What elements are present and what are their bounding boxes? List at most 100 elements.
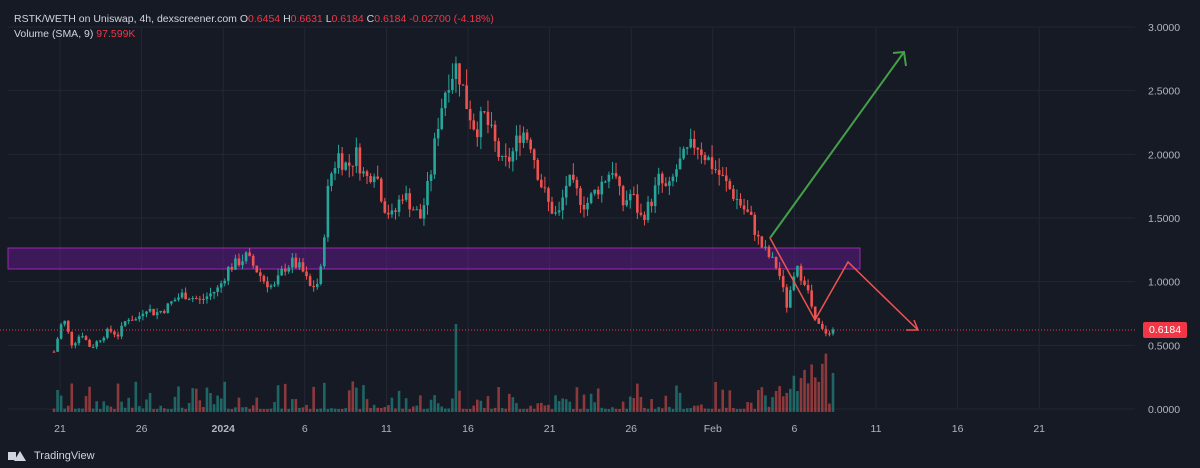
volume-bar bbox=[710, 408, 714, 412]
volume-bar bbox=[735, 409, 739, 412]
candle-body bbox=[205, 296, 209, 300]
candle-body bbox=[294, 257, 298, 268]
candle-body bbox=[362, 171, 365, 174]
volume-bar bbox=[436, 403, 440, 412]
volume-bar bbox=[77, 408, 81, 412]
x-tick-label: 11 bbox=[381, 423, 392, 435]
candle-body bbox=[148, 308, 152, 312]
candle-body bbox=[337, 153, 340, 169]
candle-body bbox=[799, 265, 803, 281]
candle-body bbox=[323, 237, 326, 267]
candle-body bbox=[540, 179, 543, 188]
volume-bar bbox=[579, 408, 582, 412]
volume-bar bbox=[611, 407, 614, 412]
candle-body bbox=[664, 183, 668, 186]
candle-body bbox=[728, 181, 732, 189]
candle-body bbox=[792, 276, 796, 291]
volume-bar bbox=[515, 403, 518, 412]
volume-bar bbox=[212, 404, 216, 412]
change-value: -0.02700 (-4.18%) bbox=[409, 13, 494, 25]
x-tick-label: 26 bbox=[136, 423, 148, 435]
volume-bar bbox=[180, 407, 184, 412]
candle-body bbox=[276, 275, 280, 285]
candle-body bbox=[134, 319, 138, 321]
bearish-path bbox=[769, 237, 920, 331]
volume-bar bbox=[273, 402, 276, 412]
candle-body bbox=[717, 169, 721, 175]
candle-body bbox=[387, 212, 390, 215]
candle-body bbox=[127, 319, 130, 322]
candle-body bbox=[74, 343, 77, 346]
volume-bar bbox=[120, 401, 123, 412]
volume-bar bbox=[52, 408, 56, 412]
volume-bar bbox=[298, 407, 301, 412]
volume-bar bbox=[785, 392, 789, 412]
x-tick-label: 21 bbox=[54, 423, 66, 435]
candle-body bbox=[415, 209, 419, 211]
volume-bar bbox=[223, 381, 227, 412]
volume-bar bbox=[657, 406, 661, 412]
candle-body bbox=[771, 256, 774, 258]
volume-bar bbox=[301, 407, 305, 412]
volume-bar bbox=[607, 409, 611, 412]
candle-body bbox=[344, 162, 347, 170]
candle-body bbox=[657, 173, 661, 186]
candle-body bbox=[774, 256, 778, 268]
volume-bar bbox=[362, 385, 365, 412]
volume-bar bbox=[116, 383, 120, 412]
y-tick-label: 1.0000 bbox=[1148, 277, 1180, 289]
volume-bar bbox=[508, 393, 511, 412]
volume-bar bbox=[383, 407, 387, 412]
candle-body bbox=[561, 197, 564, 211]
candle-body bbox=[653, 185, 657, 207]
candle-body bbox=[753, 214, 757, 235]
candle-body bbox=[550, 201, 554, 214]
volume-bar bbox=[376, 407, 379, 412]
tradingview-brand[interactable]: TradingView bbox=[8, 448, 95, 464]
candle-body bbox=[632, 193, 636, 195]
candle-body bbox=[678, 158, 682, 170]
volume-bar bbox=[536, 403, 540, 412]
volume-bar bbox=[792, 375, 796, 412]
candle-body bbox=[710, 157, 714, 170]
candle-body bbox=[426, 181, 429, 206]
volume-bar bbox=[572, 408, 575, 412]
grid bbox=[8, 26, 1135, 410]
candle-body bbox=[305, 271, 308, 277]
candle-body bbox=[660, 173, 664, 184]
y-tick-label: 0.0000 bbox=[1148, 404, 1180, 416]
candle-body bbox=[764, 246, 767, 248]
volume-bar bbox=[703, 408, 707, 412]
candle-body bbox=[202, 299, 205, 301]
candle-body bbox=[472, 120, 476, 130]
volume-bar bbox=[632, 398, 636, 412]
volume-bar bbox=[742, 408, 746, 412]
candle-body bbox=[554, 212, 557, 214]
volume-bar bbox=[134, 381, 138, 412]
candle-body bbox=[781, 275, 785, 288]
volume-bar bbox=[767, 406, 771, 412]
volume-bar bbox=[401, 408, 404, 412]
volume-bar bbox=[387, 405, 390, 412]
volume-bar bbox=[358, 408, 362, 412]
volume-bar bbox=[532, 408, 536, 412]
time-axis: 21 26 2024 6 11 16 21 26 Feb 6 11 16 21 bbox=[54, 423, 1045, 435]
volume-bar bbox=[650, 399, 653, 412]
candle-body bbox=[479, 111, 483, 138]
candle-body bbox=[810, 290, 813, 307]
volume-bar bbox=[465, 408, 468, 412]
volume-bar bbox=[810, 364, 813, 412]
volume-bar bbox=[458, 390, 461, 412]
volume-bar bbox=[486, 396, 490, 412]
candle-body bbox=[419, 209, 422, 219]
candle-body bbox=[646, 201, 650, 221]
x-tick-label: 21 bbox=[544, 423, 556, 435]
candle-body bbox=[543, 187, 547, 189]
open-value: 0.6454 bbox=[248, 13, 281, 25]
volume-bar bbox=[74, 408, 77, 412]
candle-body bbox=[116, 334, 120, 337]
candle-body bbox=[586, 202, 589, 210]
chart-legend: RSTK/WETH on Uniswap, 4h, dexscreener.co… bbox=[14, 13, 494, 40]
candle-body bbox=[650, 201, 653, 207]
